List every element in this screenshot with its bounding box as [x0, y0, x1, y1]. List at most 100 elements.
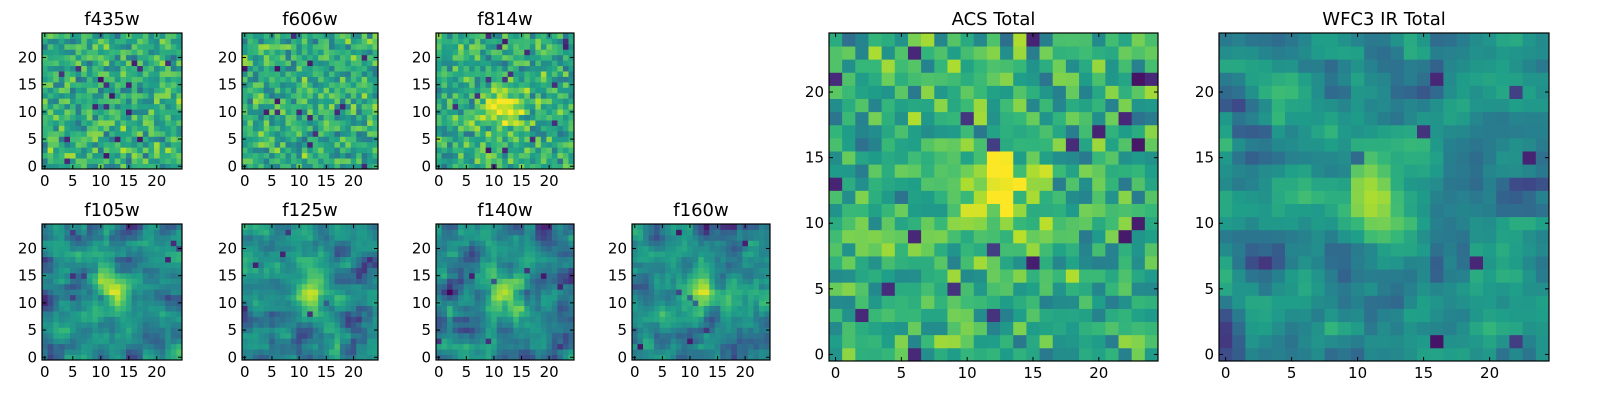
y-tick-label: 20 — [218, 239, 237, 257]
heatmap-cell — [513, 71, 520, 77]
heatmap-cell — [170, 338, 177, 345]
heatmap-cell — [58, 130, 65, 137]
heatmap-cell — [131, 289, 138, 296]
heatmap-cell — [350, 349, 357, 355]
heatmap-cell — [350, 158, 357, 164]
heatmap-cell — [524, 283, 531, 290]
heatmap-cell — [474, 147, 481, 154]
heatmap-cell — [296, 338, 303, 345]
heatmap-cell — [502, 321, 509, 328]
heatmap-cell — [474, 125, 481, 132]
heatmap-cell — [725, 234, 732, 241]
heatmap-cell — [345, 278, 352, 285]
heatmap-cell — [986, 190, 1001, 204]
heatmap-cell — [53, 87, 60, 94]
heatmap-cell — [252, 240, 259, 247]
heatmap-cell — [137, 283, 144, 290]
heatmap-cell — [643, 251, 649, 258]
heatmap-cell — [242, 234, 248, 241]
heatmap-cell — [263, 87, 270, 94]
heatmap-cell — [103, 120, 110, 126]
heatmap-cell — [58, 98, 65, 105]
heatmap-cell — [441, 65, 448, 72]
heatmap-cell — [535, 147, 542, 154]
heatmap-cell — [356, 49, 363, 56]
heatmap-cell — [458, 33, 464, 39]
heatmap-cell — [855, 334, 869, 349]
heatmap-cell — [557, 229, 564, 236]
heatmap-cell — [280, 245, 286, 252]
heatmap-cell — [703, 272, 710, 279]
heatmap-cell — [441, 103, 448, 110]
heatmap-cell — [452, 125, 459, 132]
heatmap-cell — [452, 354, 459, 361]
heatmap-cell — [1105, 295, 1119, 309]
heatmap-cell — [86, 294, 93, 301]
heatmap-cell — [92, 87, 99, 94]
heatmap-cell — [632, 294, 638, 301]
heatmap-cell — [469, 33, 476, 39]
heatmap-cell — [258, 305, 265, 312]
heatmap-cell — [637, 349, 644, 355]
heatmap-cell — [507, 311, 514, 317]
heatmap-cell — [339, 300, 346, 306]
heatmap-cell — [1079, 229, 1093, 244]
heatmap-cell — [676, 229, 683, 236]
heatmap-cell — [323, 338, 330, 345]
heatmap-cell — [907, 295, 922, 309]
heatmap-cell — [703, 234, 710, 241]
heatmap-cell — [480, 120, 487, 126]
heatmap-cell — [148, 120, 155, 126]
heatmap-cell — [165, 278, 172, 285]
heatmap-cell — [436, 262, 442, 268]
heatmap-cell — [458, 109, 464, 115]
heatmap-cell — [546, 327, 553, 334]
heatmap-cell — [258, 283, 265, 290]
heatmap-cell — [114, 332, 121, 339]
heatmap-cell — [75, 33, 82, 39]
heatmap-cell — [64, 229, 71, 236]
heatmap-cell — [676, 354, 683, 361]
heatmap-cell — [356, 98, 363, 105]
heatmap-cell — [258, 338, 265, 345]
heatmap-cell — [557, 234, 564, 241]
heatmap-cell — [436, 125, 442, 132]
heatmap-cell — [868, 347, 883, 362]
heatmap-cell — [247, 343, 254, 350]
heatmap-cell — [540, 109, 547, 115]
heatmap-cell — [441, 130, 448, 137]
heatmap-cell — [165, 332, 172, 339]
heatmap-cell — [258, 245, 265, 252]
heatmap-cell — [692, 332, 699, 339]
heatmap-cell — [648, 229, 655, 236]
heatmap-cell — [894, 334, 909, 349]
heatmap-cell — [496, 229, 503, 236]
heatmap-cell — [507, 294, 514, 301]
heatmap-cell — [242, 321, 248, 328]
heatmap-cell — [698, 229, 705, 236]
heatmap-cell — [307, 327, 314, 334]
heatmap-cell — [86, 229, 93, 236]
heatmap-cell — [753, 245, 760, 252]
heatmap-cell — [334, 136, 341, 143]
heatmap-cell — [463, 158, 470, 164]
heatmap-cell — [485, 158, 492, 164]
heatmap-cell — [154, 305, 160, 312]
heatmap-cell — [496, 125, 503, 132]
heatmap-cell — [474, 38, 481, 45]
heatmap-cell — [159, 87, 166, 94]
heatmap-cell — [934, 242, 948, 257]
heatmap-cell — [758, 327, 765, 334]
heatmap-cell — [894, 177, 909, 191]
heatmap-cell — [318, 251, 324, 258]
heatmap-cell — [441, 327, 448, 334]
heatmap-cell — [491, 152, 498, 159]
heatmap-cell — [540, 141, 547, 148]
heatmap-cell — [480, 332, 487, 339]
heatmap-cell — [120, 311, 127, 317]
heatmap-cell — [1131, 308, 1146, 323]
heatmap-cell — [474, 300, 481, 306]
heatmap-cell — [47, 283, 54, 290]
panel-title: f160w — [673, 200, 728, 221]
heatmap-cell — [120, 332, 127, 339]
